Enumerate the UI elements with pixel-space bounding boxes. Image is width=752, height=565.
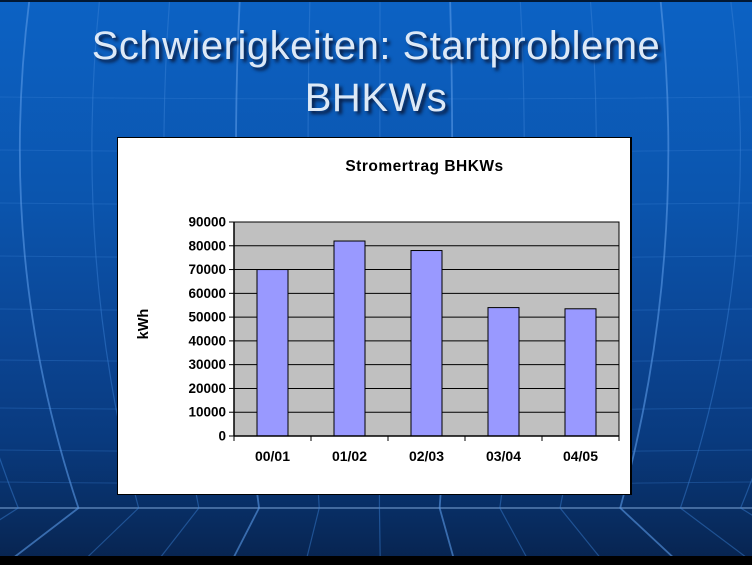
svg-text:40000: 40000 xyxy=(188,333,226,348)
bar-chart: Stromertrag BHKWs 0 10000 20000 30000 40000 50… xyxy=(136,158,620,464)
svg-text:02/03: 02/03 xyxy=(409,448,444,464)
slide-top-edge xyxy=(0,0,752,2)
svg-text:70000: 70000 xyxy=(188,262,226,277)
svg-text:20000: 20000 xyxy=(188,381,226,396)
slide-bottom-bar xyxy=(0,556,752,565)
svg-text:60000: 60000 xyxy=(188,286,226,301)
svg-text:04/05: 04/05 xyxy=(563,448,598,464)
svg-text:03/04: 03/04 xyxy=(486,448,521,464)
svg-text:Stromertrag BHKWs: Stromertrag BHKWs xyxy=(345,158,503,175)
svg-text:10000: 10000 xyxy=(188,405,226,420)
chart-panel: Stromertrag BHKWs 0 10000 20000 30000 40000 50… xyxy=(117,137,632,495)
svg-text:30000: 30000 xyxy=(188,357,226,372)
svg-text:90000: 90000 xyxy=(188,215,226,230)
svg-text:kWh: kWh xyxy=(136,309,152,340)
slide-title-line2: BHKWs xyxy=(304,76,448,120)
svg-text:80000: 80000 xyxy=(188,238,226,253)
slide-title-line1: Schwierigkeiten: Startprobleme xyxy=(91,24,661,68)
slide-title: Schwierigkeiten: Startprobleme BHKWs xyxy=(0,20,752,124)
svg-text:0: 0 xyxy=(218,429,226,444)
svg-text:50000: 50000 xyxy=(188,310,226,325)
svg-text:00/01: 00/01 xyxy=(255,448,290,464)
svg-text:01/02: 01/02 xyxy=(332,448,367,464)
